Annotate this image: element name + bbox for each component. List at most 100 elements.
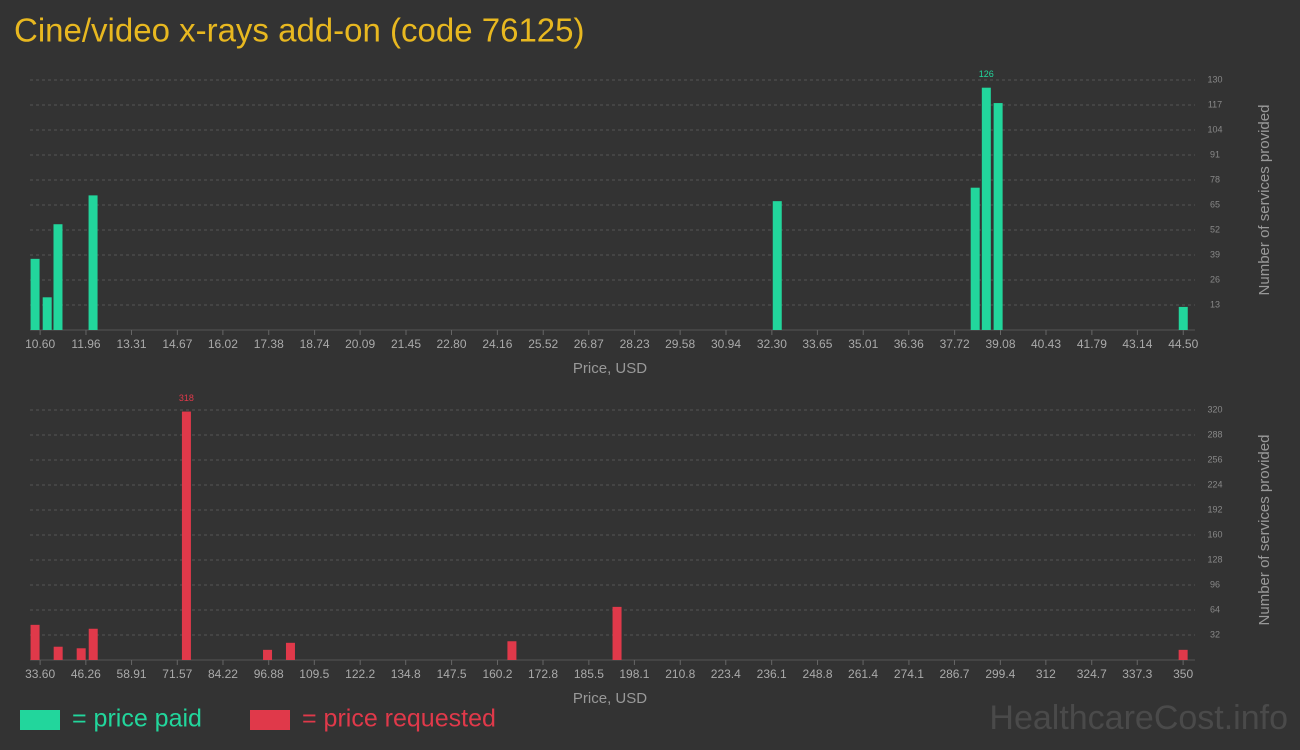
bar <box>181 411 191 660</box>
x-tick-label: 286.7 <box>939 667 969 681</box>
y-tick-label: 13 <box>1210 299 1220 309</box>
y-tick-label: 160 <box>1207 529 1222 539</box>
x-tick-label: 71.57 <box>162 667 192 681</box>
x-tick-label: 44.50 <box>1168 337 1198 351</box>
x-tick-label: 84.22 <box>208 667 238 681</box>
x-tick-label: 29.58 <box>665 337 695 351</box>
bar <box>285 642 295 660</box>
y-tick-label: 64 <box>1210 604 1220 614</box>
x-tick-label: 40.43 <box>1031 337 1061 351</box>
x-tick-label: 20.09 <box>345 337 375 351</box>
x-tick-label: 39.08 <box>985 337 1015 351</box>
x-tick-label: 236.1 <box>757 667 787 681</box>
x-tick-label: 312 <box>1036 667 1056 681</box>
bar <box>612 606 622 660</box>
y-tick-label: 224 <box>1207 479 1222 489</box>
bar <box>30 624 40 660</box>
y-tick-label: 52 <box>1210 224 1220 234</box>
bar <box>970 187 980 330</box>
x-tick-label: 261.4 <box>848 667 878 681</box>
y-tick-label: 130 <box>1207 74 1222 84</box>
x-axis-title: Price, USD <box>573 360 647 377</box>
legend-swatch <box>250 710 290 730</box>
x-tick-label: 223.4 <box>711 667 741 681</box>
x-tick-label: 210.8 <box>665 667 695 681</box>
x-tick-label: 11.96 <box>71 337 100 351</box>
bar <box>76 648 86 660</box>
y-tick-label: 96 <box>1210 579 1220 589</box>
y-axis-title: Number of services provided <box>1256 435 1273 626</box>
bar <box>263 649 273 660</box>
x-tick-label: 26.87 <box>574 337 604 351</box>
y-tick-label: 104 <box>1207 124 1222 134</box>
x-tick-label: 25.52 <box>528 337 558 351</box>
bar <box>88 628 98 660</box>
x-axis-title: Price, USD <box>573 690 647 707</box>
y-tick-label: 78 <box>1210 174 1220 184</box>
data-label: 318 <box>179 393 194 403</box>
x-tick-label: 274.1 <box>894 667 924 681</box>
x-tick-label: 41.79 <box>1077 337 1107 351</box>
watermark: HealthcareCost.info <box>989 699 1288 737</box>
x-tick-label: 37.72 <box>940 337 970 351</box>
x-tick-label: 96.88 <box>254 667 284 681</box>
legend-label: = price requested <box>302 705 496 733</box>
x-tick-label: 185.5 <box>574 667 604 681</box>
y-tick-label: 32 <box>1210 629 1220 639</box>
data-label: 126 <box>979 69 994 79</box>
x-tick-label: 22.80 <box>436 337 466 351</box>
x-tick-label: 198.1 <box>619 667 649 681</box>
bar <box>981 87 991 330</box>
x-tick-label: 10.60 <box>25 337 55 351</box>
x-tick-label: 24.16 <box>482 337 512 351</box>
x-tick-label: 13.31 <box>116 337 146 351</box>
x-tick-label: 32.30 <box>757 337 787 351</box>
y-tick-label: 65 <box>1210 199 1220 209</box>
x-tick-label: 337.3 <box>1122 667 1152 681</box>
y-tick-label: 128 <box>1207 554 1222 564</box>
bar <box>88 195 98 330</box>
bar <box>53 224 63 330</box>
y-tick-label: 117 <box>1208 99 1222 109</box>
x-tick-label: 28.23 <box>620 337 650 351</box>
x-tick-label: 109.5 <box>299 667 329 681</box>
x-tick-label: 122.2 <box>345 667 375 681</box>
y-tick-label: 91 <box>1210 149 1220 159</box>
x-tick-label: 17.38 <box>254 337 284 351</box>
y-axis-title: Number of services provided <box>1256 105 1273 296</box>
bar <box>772 201 782 330</box>
x-tick-label: 160.2 <box>482 667 512 681</box>
x-tick-label: 46.26 <box>71 667 101 681</box>
x-tick-label: 18.74 <box>300 337 330 351</box>
x-tick-label: 324.7 <box>1077 667 1107 681</box>
x-tick-label: 134.8 <box>391 667 421 681</box>
bar <box>53 646 63 660</box>
bar <box>1178 306 1188 330</box>
bar <box>42 297 52 330</box>
x-tick-label: 43.14 <box>1122 337 1152 351</box>
y-tick-label: 320 <box>1207 404 1222 414</box>
x-tick-label: 58.91 <box>117 667 147 681</box>
bar <box>30 258 40 330</box>
bar <box>993 103 1003 330</box>
y-tick-label: 256 <box>1207 454 1222 464</box>
x-tick-label: 299.4 <box>985 667 1015 681</box>
y-tick-label: 39 <box>1210 249 1220 259</box>
x-tick-label: 36.36 <box>894 337 924 351</box>
x-tick-label: 33.60 <box>25 667 55 681</box>
x-tick-label: 172.8 <box>528 667 558 681</box>
x-tick-label: 248.8 <box>803 667 833 681</box>
legend-swatch <box>20 710 60 730</box>
chart-title: Cine/video x-rays add-on (code 76125) <box>14 12 585 49</box>
x-tick-label: 35.01 <box>848 337 878 351</box>
x-tick-label: 21.45 <box>391 337 421 351</box>
y-tick-label: 288 <box>1207 429 1222 439</box>
x-tick-label: 147.5 <box>437 667 467 681</box>
legend-label: = price paid <box>72 705 202 733</box>
bar <box>507 641 517 660</box>
x-tick-label: 350 <box>1173 667 1193 681</box>
x-tick-label: 33.65 <box>802 337 832 351</box>
x-tick-label: 14.67 <box>162 337 192 351</box>
